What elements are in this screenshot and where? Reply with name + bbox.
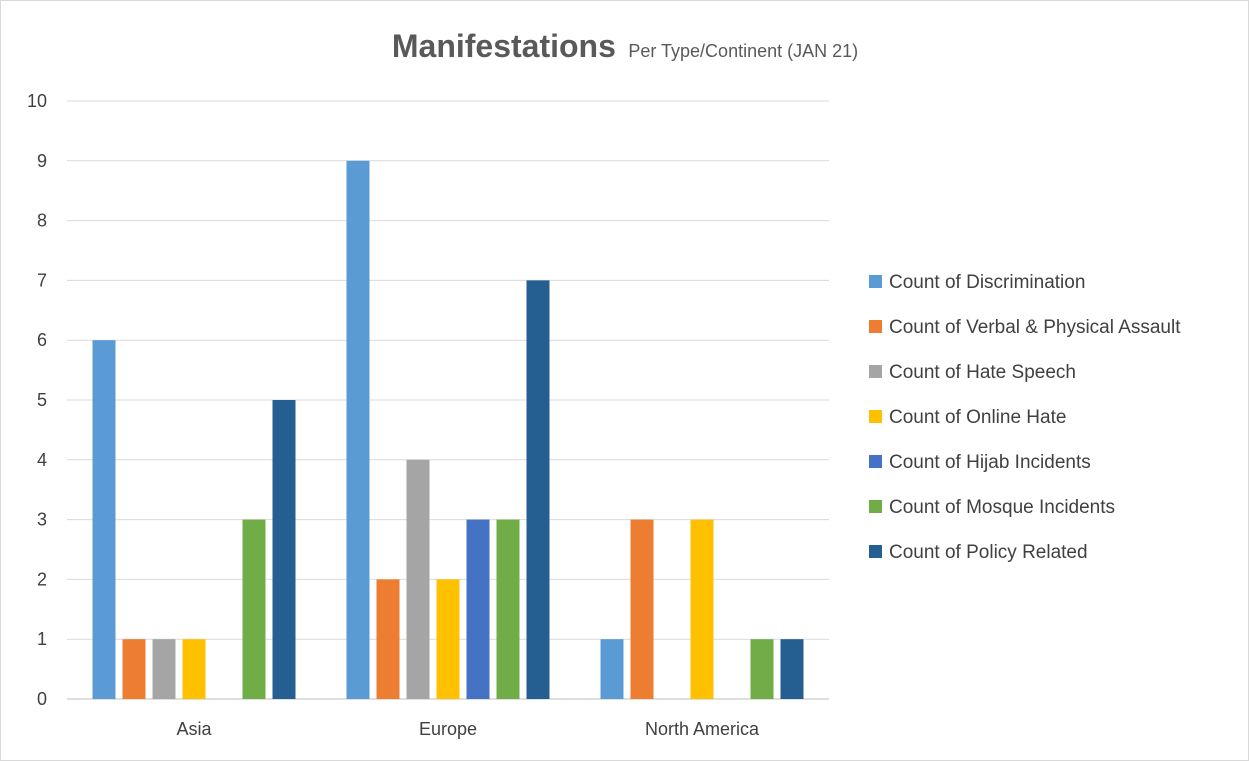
y-tick-label: 1 xyxy=(37,629,47,649)
legend-swatch xyxy=(869,500,882,513)
chart-title-main: Manifestations xyxy=(392,28,616,64)
bar xyxy=(436,579,460,699)
y-tick-label: 9 xyxy=(37,151,47,171)
y-tick-label: 0 xyxy=(37,689,47,709)
y-tick-label: 7 xyxy=(37,270,47,290)
legend-label: Count of Hijab Incidents xyxy=(889,452,1091,473)
legend-swatch xyxy=(869,455,882,468)
bar xyxy=(152,639,176,699)
bar xyxy=(496,519,520,699)
legend-label: Count of Policy Related xyxy=(889,542,1088,563)
bar xyxy=(750,639,774,699)
bar xyxy=(466,519,490,699)
bar xyxy=(92,340,116,699)
legend: Count of Discrimination Count of Verbal &… xyxy=(869,272,1181,563)
bar xyxy=(406,459,430,699)
bar xyxy=(780,639,804,699)
legend-swatch xyxy=(869,365,882,378)
bars xyxy=(92,160,804,700)
legend-swatch xyxy=(869,320,882,333)
y-tick-label: 3 xyxy=(37,510,47,530)
bar xyxy=(526,280,550,699)
bar xyxy=(630,519,654,699)
legend-label: Count of Verbal & Physical Assault xyxy=(889,317,1181,338)
legend-label: Count of Discrimination xyxy=(889,272,1085,293)
legend-label: Count of Online Hate xyxy=(889,407,1066,428)
x-axis-tick-labels: Asia Europe North America xyxy=(176,719,760,739)
y-axis-tick-labels: 0 1 2 3 4 5 6 7 8 9 10 xyxy=(27,91,47,709)
y-tick-label: 10 xyxy=(27,91,47,111)
bar xyxy=(122,639,146,699)
y-tick-label: 4 xyxy=(37,450,47,470)
legend-label: Count of Hate Speech xyxy=(889,362,1076,383)
y-tick-label: 6 xyxy=(37,330,47,350)
y-tick-label: 5 xyxy=(37,390,47,410)
legend-swatch xyxy=(869,545,882,558)
x-tick-label: Asia xyxy=(176,719,212,739)
bar xyxy=(242,519,266,699)
bar xyxy=(272,400,296,699)
bar xyxy=(690,519,714,699)
bar xyxy=(346,160,370,700)
y-tick-label: 8 xyxy=(37,211,47,231)
legend-swatch xyxy=(869,275,882,288)
x-tick-label: Europe xyxy=(419,719,477,739)
legend-label: Count of Mosque Incidents xyxy=(889,497,1115,518)
bar xyxy=(600,639,624,699)
bar xyxy=(182,639,206,699)
y-tick-label: 2 xyxy=(37,569,47,589)
bar xyxy=(376,579,400,699)
x-tick-label: North America xyxy=(645,719,760,739)
chart-title-subtitle: Per Type/Continent (JAN 21) xyxy=(628,41,858,61)
chart-title: Manifestations Per Type/Continent (JAN 2… xyxy=(392,28,858,64)
legend-swatch xyxy=(869,410,882,423)
